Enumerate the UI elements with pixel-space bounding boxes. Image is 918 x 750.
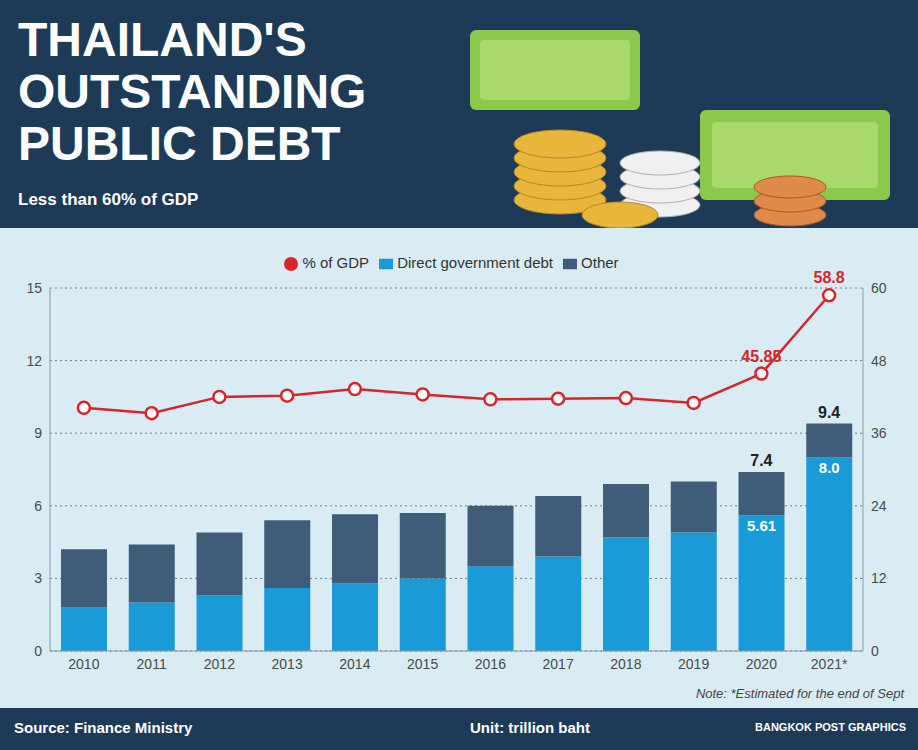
svg-text:2020: 2020 — [746, 656, 777, 672]
svg-text:0: 0 — [34, 643, 42, 659]
svg-text:58.8: 58.8 — [814, 269, 845, 286]
html-text:THAILAND'S OUTSTANDING PUBLIC: THAILAND'S OUTSTANDING PUBLIC DEBT — [18, 13, 367, 170]
html-text:Source: Finance Ministry: Source: Finance Ministry — [14, 719, 193, 736]
html-text:% of GDP: % of GDP — [302, 254, 370, 271]
svg-text:45.85: 45.85 — [741, 348, 781, 365]
svg-text:2016: 2016 — [475, 656, 506, 672]
svg-text:2013: 2013 — [272, 656, 303, 672]
html-text:BANGKOK POST GRAPHICS: BANGKOK POST GRAPHICS — [755, 721, 906, 733]
html-text:Unit: trillion baht: Unit: trillion baht — [470, 719, 590, 736]
html-text:Direct government debt: Direct government debt — [397, 254, 553, 271]
svg-text:12: 12 — [871, 570, 887, 586]
svg-text:60: 60 — [871, 280, 887, 296]
svg-text:2018: 2018 — [610, 656, 641, 672]
svg-text:6: 6 — [34, 498, 42, 514]
svg-text:24: 24 — [871, 498, 887, 514]
svg-text:3: 3 — [34, 570, 42, 586]
svg-text:9.4: 9.4 — [818, 404, 840, 421]
svg-text:2012: 2012 — [204, 656, 235, 672]
svg-text:2010: 2010 — [68, 656, 99, 672]
svg-text:2011: 2011 — [137, 656, 167, 672]
svg-text:48: 48 — [871, 353, 887, 369]
svg-text:7.4: 7.4 — [750, 452, 772, 469]
html-text:Note: *Estimated for the end o: Note: *Estimated for the end of Sept — [695, 686, 904, 701]
svg-text:2017: 2017 — [543, 656, 574, 672]
svg-text:2019: 2019 — [678, 656, 709, 672]
svg-text:5.61: 5.61 — [747, 517, 776, 534]
html-text:Less than 60% of GDP: Less than 60% of GDP — [18, 190, 199, 209]
svg-text:12: 12 — [26, 353, 42, 369]
svg-text:2021*: 2021* — [811, 656, 848, 672]
svg-text:36: 36 — [871, 425, 887, 441]
html-text:Other: Other — [581, 254, 619, 271]
svg-text:2014: 2014 — [339, 656, 370, 672]
svg-text:0: 0 — [871, 643, 879, 659]
svg-text:2015: 2015 — [407, 656, 438, 672]
svg-text:8.0: 8.0 — [819, 459, 840, 476]
svg-text:15: 15 — [26, 280, 42, 296]
svg-text:9: 9 — [34, 425, 42, 441]
